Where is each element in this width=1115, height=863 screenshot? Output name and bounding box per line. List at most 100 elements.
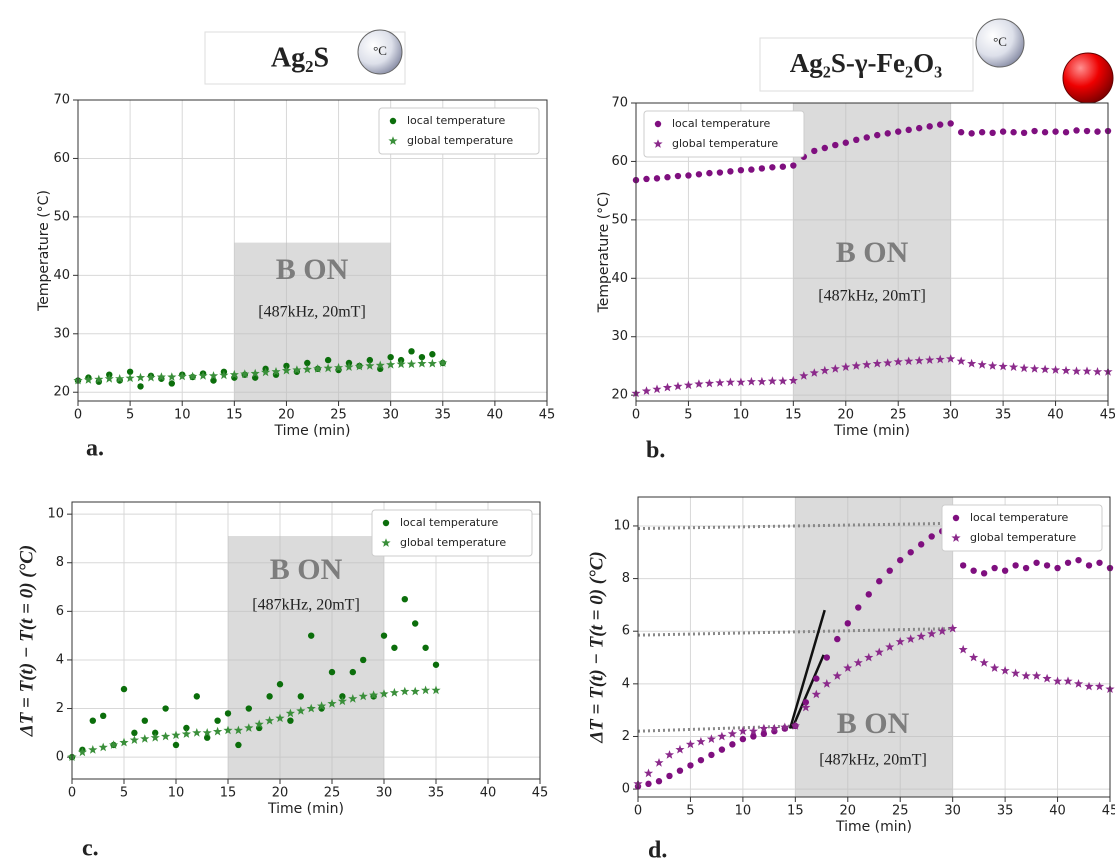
dot-marker <box>432 661 440 668</box>
star-marker <box>337 696 347 706</box>
dot-marker <box>654 120 662 128</box>
star-marker <box>893 357 903 366</box>
star-marker <box>254 719 264 729</box>
star-marker <box>388 136 398 145</box>
dot-marker <box>895 128 902 135</box>
dot-marker <box>328 668 336 676</box>
dot-marker <box>214 717 221 724</box>
y-tick-label: 30 <box>611 329 628 344</box>
star-marker <box>1061 365 1071 375</box>
x-tick-label: 10 <box>733 408 750 423</box>
reference-line <box>637 724 796 733</box>
field-on-region <box>793 103 951 401</box>
star-marker <box>906 634 916 643</box>
star-marker <box>643 768 654 778</box>
y-tick-label: 40 <box>611 271 628 286</box>
dot-marker <box>366 356 374 364</box>
dot-marker <box>865 591 872 598</box>
star-marker <box>1030 364 1040 373</box>
dot-marker <box>695 171 703 178</box>
star-marker <box>746 376 756 386</box>
star-marker <box>1051 365 1061 374</box>
dot-marker <box>821 144 828 152</box>
dot-marker <box>389 117 397 125</box>
star-marker <box>192 728 202 737</box>
legend-box <box>941 504 1103 552</box>
star-marker <box>306 703 316 713</box>
dot-marker <box>978 129 986 136</box>
star-marker <box>327 698 337 708</box>
dot-marker <box>339 693 346 700</box>
star-marker <box>104 374 114 383</box>
dot-marker <box>141 717 148 724</box>
star-marker <box>895 636 905 646</box>
star-marker <box>129 735 139 744</box>
dot-marker <box>706 169 713 177</box>
legend-label: local temperature <box>672 117 771 130</box>
star-marker <box>664 750 674 759</box>
dot-marker <box>968 130 975 137</box>
legend-label: local temperature <box>400 516 499 529</box>
plot-frame <box>635 102 1109 402</box>
y-tick-label: 0 <box>56 750 64 765</box>
star-marker <box>396 359 406 369</box>
y-axis-label: ΔT = T(t) − T(t = 0) (°C) <box>16 545 37 737</box>
x-tick-label: 30 <box>942 408 959 423</box>
annotation: B ON <box>836 236 909 269</box>
annotation: [487kHz, 20mT] <box>258 304 366 321</box>
star-marker <box>748 726 758 736</box>
dot-marker <box>886 567 893 574</box>
dot-marker <box>952 514 960 522</box>
dot-marker <box>697 756 705 764</box>
star-marker <box>767 376 777 385</box>
panel-label: d. <box>648 838 667 863</box>
star-marker <box>799 371 809 380</box>
star-marker <box>323 363 333 373</box>
dot-marker <box>204 734 211 741</box>
dot-marker <box>980 570 988 577</box>
star-marker <box>171 730 181 740</box>
star-marker <box>790 721 800 730</box>
star-marker <box>653 139 663 148</box>
dot-marker <box>120 685 128 693</box>
star-marker <box>379 689 389 698</box>
star-marker <box>811 689 821 699</box>
star-marker <box>1000 665 1010 675</box>
star-marker <box>421 685 431 695</box>
star-marker <box>146 372 156 382</box>
y-axis-label: Temperature (°C) <box>36 190 52 312</box>
star-marker <box>98 742 108 752</box>
plot-frame <box>71 501 541 780</box>
star-marker <box>641 386 652 395</box>
x-tick-label: 25 <box>892 804 909 819</box>
x-tick-label: 15 <box>226 408 243 423</box>
star-marker <box>769 723 779 733</box>
star-marker <box>181 729 191 738</box>
x-tick-label: 0 <box>634 804 642 819</box>
dot-marker <box>750 733 757 740</box>
dot-marker <box>1012 562 1019 569</box>
x-axis-label: Time (min) <box>273 423 350 439</box>
star-marker <box>738 726 748 736</box>
x-tick-label: 0 <box>74 408 82 423</box>
star-marker <box>150 732 160 742</box>
dot-marker <box>758 165 766 172</box>
x-tick-label: 45 <box>1102 804 1115 819</box>
dot-marker <box>685 172 692 179</box>
star-marker <box>389 687 399 697</box>
star-marker <box>977 360 987 369</box>
y-tick-label: 40 <box>53 268 70 283</box>
dot-marker <box>957 129 965 136</box>
y-tick-label: 20 <box>611 388 628 403</box>
y-tick-label: 70 <box>53 93 70 108</box>
x-tick-label: 15 <box>787 804 804 819</box>
star-marker <box>725 377 735 387</box>
dot-marker <box>1031 127 1038 135</box>
star-marker <box>250 368 260 378</box>
dot-marker <box>224 710 232 717</box>
legend-box <box>378 107 540 155</box>
dot-marker <box>918 541 925 548</box>
star-marker <box>809 368 819 377</box>
star-marker <box>862 360 872 369</box>
star-marker <box>1053 676 1063 686</box>
